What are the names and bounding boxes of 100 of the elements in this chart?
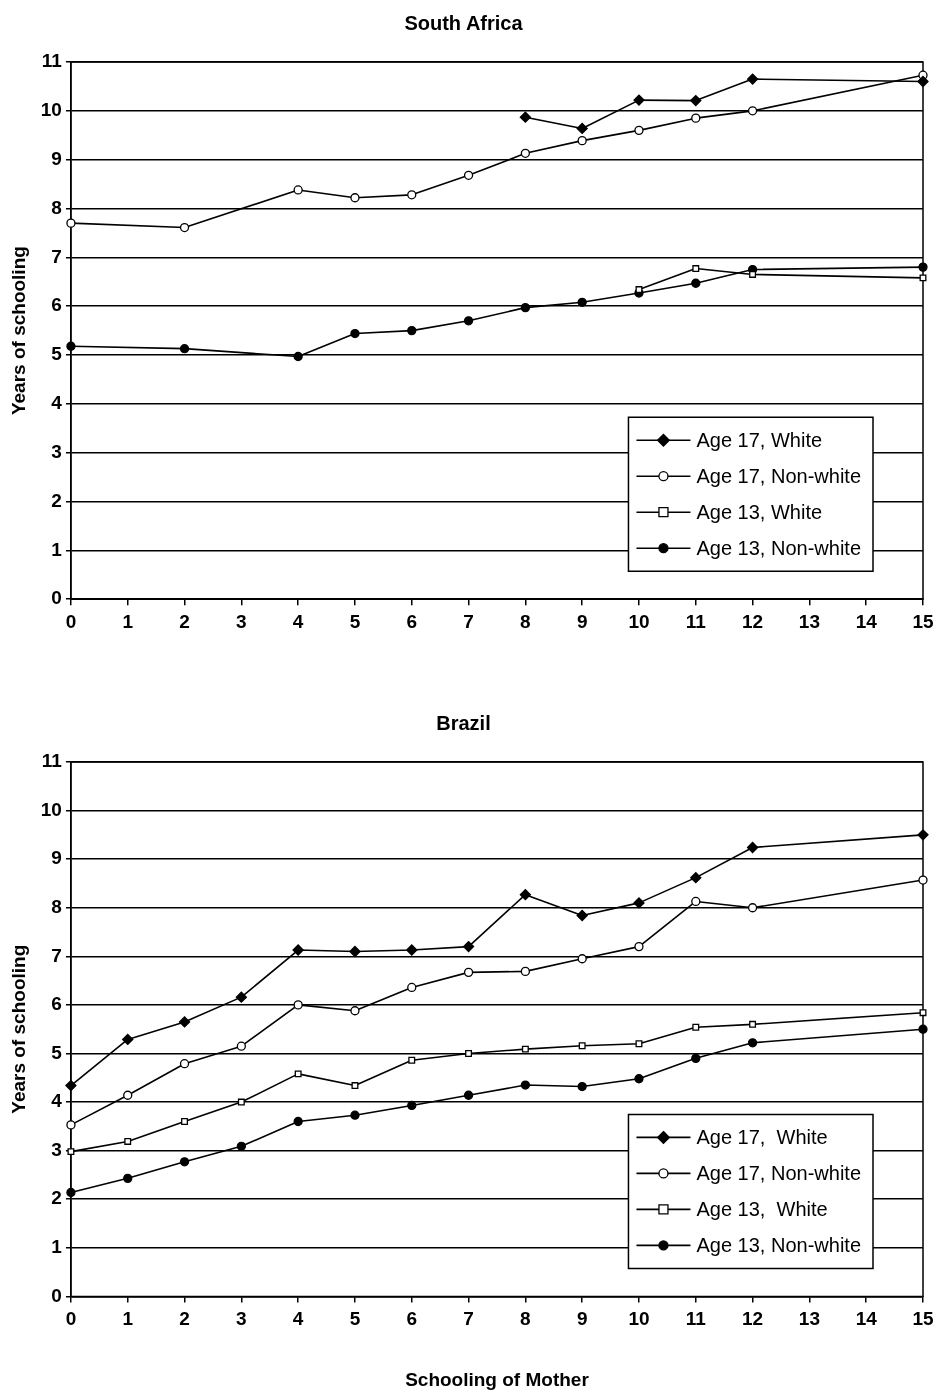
point (350, 328, 360, 339)
point (633, 94, 645, 106)
point (66, 341, 76, 351)
point (520, 966, 531, 977)
x-tick-label: 7 (463, 1308, 474, 1330)
x-tick-label: 11 (685, 610, 707, 632)
point (746, 841, 759, 854)
y-tick-label: 0 (51, 587, 62, 609)
x-tick-label: 10 (628, 610, 650, 632)
point (576, 909, 588, 922)
point (747, 1038, 758, 1048)
point (406, 944, 418, 956)
point (350, 193, 360, 203)
x-tick-label: 6 (406, 610, 418, 632)
y-tick-label: 6 (51, 294, 62, 316)
point (463, 170, 474, 180)
point (463, 967, 474, 978)
x-tick-label: 9 (576, 1308, 588, 1330)
legend-label: Age 17, Non-white (696, 464, 862, 487)
point (519, 888, 532, 901)
x-tick-label: 5 (349, 610, 361, 632)
point (350, 1006, 360, 1016)
point (918, 262, 928, 272)
point (692, 1023, 700, 1031)
point (178, 1016, 191, 1028)
point (236, 1141, 246, 1151)
point (634, 941, 644, 952)
y-tick-label: 4 (51, 392, 63, 414)
point (294, 1070, 302, 1078)
point (463, 1090, 474, 1100)
x-tick-label: 8 (520, 1308, 531, 1330)
point (577, 297, 587, 307)
point (179, 222, 190, 233)
legend-label: Age 17, White (696, 1125, 828, 1148)
x-tick-label: 3 (236, 1308, 247, 1330)
x-tick-label: 4 (292, 610, 304, 632)
x-tick-label: 14 (855, 610, 878, 632)
point (690, 94, 702, 107)
y-tick-label: 8 (51, 196, 62, 218)
point (917, 829, 929, 841)
x-tick-label: 6 (406, 1308, 418, 1330)
x-axis-title: Schooling of Mother (405, 1368, 590, 1390)
y-tick-label: 3 (51, 440, 62, 462)
point (236, 1041, 246, 1051)
x-tick-label: 13 (798, 1308, 820, 1330)
legend-label: Age 13, White (696, 1197, 828, 1220)
x-tick-label: 2 (179, 1308, 190, 1330)
point (519, 111, 532, 123)
point (918, 1024, 928, 1034)
point (293, 185, 303, 195)
x-tick-label: 12 (742, 1308, 764, 1330)
y-tick-label: 9 (51, 147, 62, 169)
point (576, 122, 588, 135)
point (407, 982, 417, 993)
y-tick-label: 0 (51, 1284, 62, 1306)
point (237, 1098, 245, 1106)
point (65, 1079, 77, 1092)
y-tick-label: 10 (40, 99, 62, 121)
point (577, 135, 587, 146)
x-tick-label: 0 (65, 610, 77, 632)
y-tick-label: 1 (51, 538, 63, 560)
point (293, 1000, 303, 1010)
x-tick-label: 2 (179, 610, 190, 632)
x-tick-label: 8 (520, 610, 531, 632)
point (123, 1090, 133, 1100)
point (746, 73, 759, 85)
y-tick-label: 11 (41, 50, 63, 72)
point (747, 106, 758, 116)
point (463, 316, 474, 326)
y-tick-label: 8 (51, 895, 62, 917)
point (408, 1056, 416, 1064)
legend-label: Age 13, Non-white (696, 536, 862, 559)
x-tick-label: 0 (65, 1308, 77, 1330)
point (749, 1020, 757, 1028)
x-tick-label: 5 (349, 1308, 361, 1330)
point (293, 1116, 303, 1127)
point (578, 1042, 586, 1050)
point (577, 954, 587, 964)
point (918, 875, 928, 885)
x-tick-label: 7 (463, 610, 474, 632)
point (465, 1050, 473, 1057)
point (407, 190, 417, 200)
x-tick-label: 15 (912, 1308, 934, 1330)
y-tick-label: 7 (51, 944, 62, 966)
x-tick-label: 14 (855, 1308, 878, 1330)
legend-label: Age 13, Non-white (696, 1233, 862, 1256)
point (66, 218, 76, 228)
x-tick-label: 11 (685, 1308, 707, 1330)
point (179, 1059, 190, 1069)
y-tick-label: 2 (51, 489, 62, 511)
point (179, 344, 190, 354)
point (520, 1080, 531, 1090)
y-tick-label: 10 (40, 798, 62, 820)
point (124, 1137, 132, 1145)
x-tick-label: 4 (292, 1308, 304, 1330)
point (634, 1074, 644, 1084)
x-tick-label: 13 (798, 610, 820, 632)
point (747, 903, 758, 913)
point (692, 265, 700, 273)
point (691, 113, 701, 123)
